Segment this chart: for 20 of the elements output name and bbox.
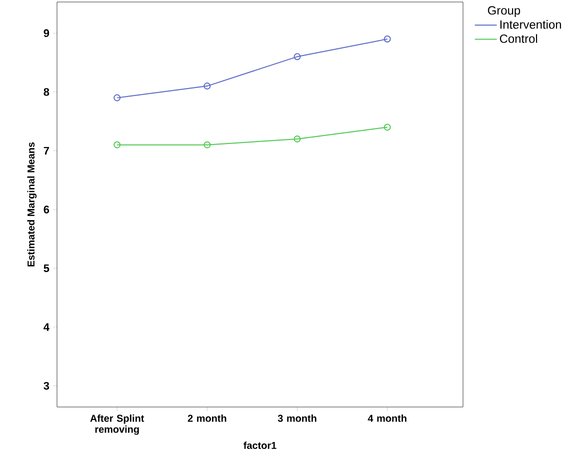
point (294, 135, 301, 142)
y-tick-label: 4 (44, 323, 50, 331)
x-tick-label: 3 month (278, 414, 316, 422)
y-tick-label: 9 (44, 29, 50, 38)
x-axis-title: factor1 (244, 442, 276, 449)
legend-label: Intervention (500, 20, 562, 29)
x-tick-label: 4 month (368, 414, 406, 422)
point (294, 53, 301, 60)
point (204, 82, 211, 90)
y-axis-title: Estimated Marginal Means (27, 142, 37, 266)
y-tick-label: 3 (44, 382, 50, 390)
point (204, 141, 211, 148)
x-tick-label: 2 month (188, 414, 226, 422)
y-tick-label: 8 (44, 88, 50, 96)
y-tick-label: 7 (44, 146, 49, 154)
legend-title: Group (488, 6, 520, 18)
legend-label: Control (500, 34, 538, 43)
y-tick-label: 6 (44, 206, 50, 214)
x-tick-label: After Splint removing (90, 414, 144, 435)
y-tick-label: 5 (44, 264, 50, 272)
